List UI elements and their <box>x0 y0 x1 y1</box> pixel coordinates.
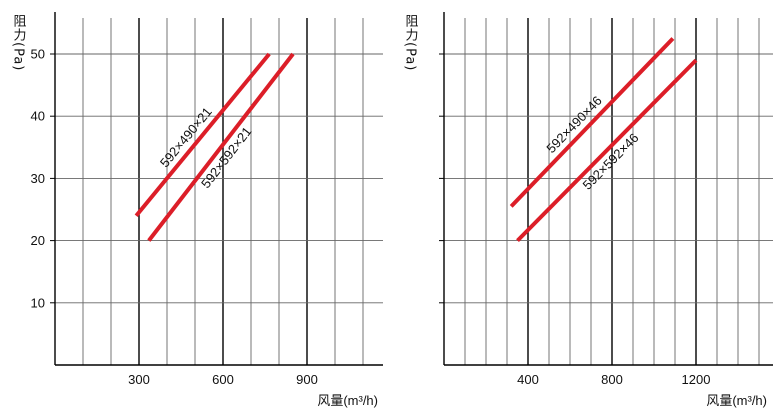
series-label: 592×490×21 <box>157 104 215 170</box>
grid-left <box>55 18 383 365</box>
chart-left: 10 20 30 40 50 300 600 900 592×490×21592×592×21… <box>11 12 383 408</box>
axes-right <box>439 12 773 366</box>
series-line <box>147 52 295 242</box>
series-line <box>516 58 698 243</box>
x-tick-label: 600 <box>212 372 234 387</box>
x-tick-label: 400 <box>517 372 539 387</box>
grid-right <box>444 18 773 365</box>
tick-labels-right: 400 800 1200 <box>517 372 710 387</box>
x-tick-label: 300 <box>128 372 150 387</box>
series-label: 592×592×21 <box>198 124 255 191</box>
x-axis-label-left: 风量(m³/h) <box>317 393 378 408</box>
series-line <box>509 37 675 208</box>
x-tick-label: 900 <box>296 372 318 387</box>
x-axis-label-right: 风量(m³/h) <box>706 393 767 408</box>
y-tick-label: 20 <box>31 233 45 248</box>
series-label: 592×592×46 <box>580 130 642 192</box>
y-tick-label: 10 <box>31 295 45 310</box>
y-axis-label-right: 阻力(Pa) <box>403 14 419 71</box>
x-tick-label: 1200 <box>682 372 711 387</box>
y-axis-label-left: 阻力(Pa) <box>11 14 27 71</box>
y-tick-label: 40 <box>31 109 45 124</box>
series-line <box>134 52 271 217</box>
y-tick-label: 30 <box>31 171 45 186</box>
axes-left <box>50 12 383 366</box>
series-label: 592×490×46 <box>543 93 604 156</box>
y-tick-label: 50 <box>31 47 45 62</box>
x-tick-label: 800 <box>601 372 623 387</box>
tick-labels-left: 10 20 30 40 50 300 600 900 <box>31 47 318 388</box>
